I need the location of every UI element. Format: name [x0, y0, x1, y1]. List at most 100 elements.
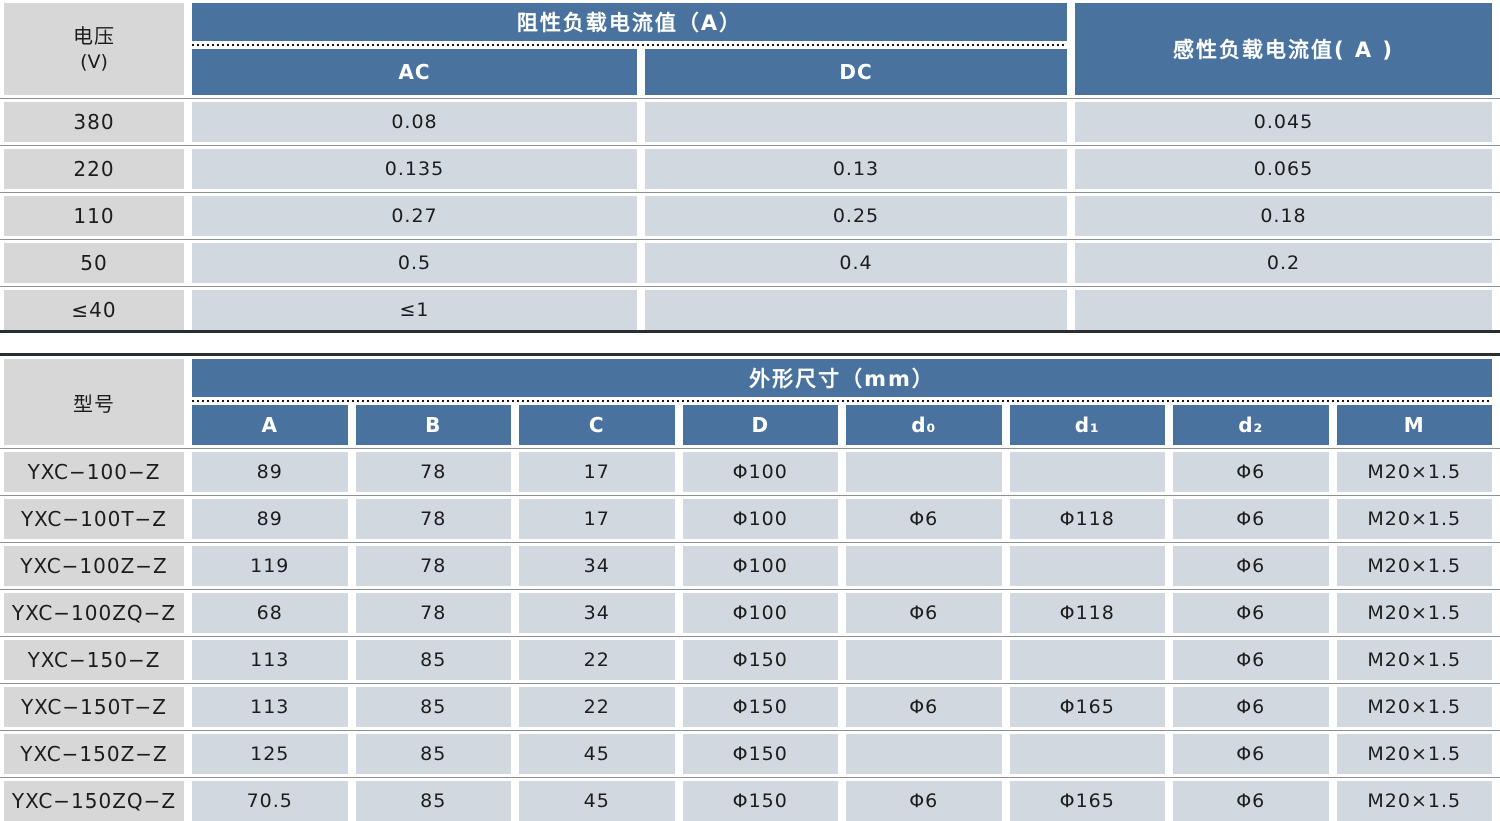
- voltage-unit-label: (V): [80, 50, 108, 73]
- row-separator-line: [0, 633, 1500, 640]
- ac-current-cell: 0.08: [192, 102, 637, 142]
- model-cell: YXC−150Z−Z: [4, 734, 184, 774]
- voltage-value-cell: 220: [4, 149, 184, 189]
- load-current-table: 电压 (V) 阻性负载电流值（A） AC DC 感性负载电流值( A ) 380…: [0, 0, 1500, 333]
- dimension-row: YXC−150Z−Z 125 85 45 Φ150 Φ6 M20×1.5: [4, 734, 1492, 774]
- dim-d0-cell: Φ6: [846, 687, 1002, 727]
- dim-d2-cell: Φ6: [1173, 734, 1329, 774]
- row-separator-line: [0, 189, 1500, 196]
- dim-d0-cell: [846, 734, 1002, 774]
- ac-current-cell: 0.5: [192, 243, 637, 283]
- inductive-current-cell: 0.065: [1075, 149, 1492, 189]
- dim-d1-cell: [1009, 452, 1165, 492]
- ac-column-header: AC: [192, 49, 637, 95]
- ac-dc-subheader: AC DC: [192, 49, 1067, 95]
- dim-d1-cell: [1009, 734, 1165, 774]
- column-header-C: C: [519, 405, 675, 445]
- dim-A-cell: 119: [192, 546, 348, 586]
- model-cell: YXC−100ZQ−Z: [4, 593, 184, 633]
- dim-d1-cell: [1009, 640, 1165, 680]
- dc-current-cell: 0.25: [645, 196, 1067, 236]
- table-bottom-rule: [0, 330, 1500, 333]
- dimension-columns-subheader: A B C D d₀ d₁ d₂ M: [192, 405, 1492, 445]
- dotted-divider: [192, 397, 1492, 405]
- dotted-divider: [192, 41, 1067, 49]
- row-separator-line: [0, 492, 1500, 499]
- dim-d2-cell: Φ6: [1173, 781, 1329, 821]
- dim-d0-cell: Φ6: [846, 499, 1002, 539]
- inductive-current-cell: [1075, 290, 1492, 330]
- model-cell: YXC−150T−Z: [4, 687, 184, 727]
- voltage-row: 50 0.5 0.4 0.2: [4, 243, 1492, 283]
- dim-M-cell: M20×1.5: [1336, 687, 1492, 727]
- dimension-row: YXC−100−Z 89 78 17 Φ100 Φ6 M20×1.5: [4, 452, 1492, 492]
- dc-current-cell: 0.4: [645, 243, 1067, 283]
- voltage-row: 380 0.08 0.045: [4, 102, 1492, 142]
- row-separator-line: [0, 727, 1500, 734]
- row-separator-line: [0, 236, 1500, 243]
- voltage-value-cell: 50: [4, 243, 184, 283]
- dim-M-cell: M20×1.5: [1336, 452, 1492, 492]
- row-separator-line: [0, 283, 1500, 290]
- dim-d2-cell: Φ6: [1173, 546, 1329, 586]
- ac-current-cell: 0.27: [192, 196, 637, 236]
- dim-B-cell: 78: [355, 593, 511, 633]
- dc-column-header: DC: [645, 49, 1067, 95]
- dim-C-cell: 17: [519, 499, 675, 539]
- dim-D-cell: Φ100: [682, 593, 838, 633]
- inductive-current-cell: 0.2: [1075, 243, 1492, 283]
- column-header-d0: d₀: [846, 405, 1002, 445]
- ac-current-cell: ≤1: [192, 290, 637, 330]
- voltage-value-cell: 110: [4, 196, 184, 236]
- column-header-M: M: [1336, 405, 1492, 445]
- column-header-A: A: [192, 405, 348, 445]
- dc-current-cell: [645, 290, 1067, 330]
- dim-D-cell: Φ150: [682, 734, 838, 774]
- row-separator-line: [0, 142, 1500, 149]
- dim-d0-cell: Φ6: [846, 593, 1002, 633]
- dim-d0-cell: [846, 452, 1002, 492]
- dim-A-cell: 125: [192, 734, 348, 774]
- dim-D-cell: Φ150: [682, 640, 838, 680]
- column-header-d1: d₁: [1009, 405, 1165, 445]
- row-separator-line: [0, 539, 1500, 546]
- row-separator-line: [0, 586, 1500, 593]
- voltage-row: ≤40 ≤1: [4, 290, 1492, 330]
- dim-M-cell: M20×1.5: [1336, 593, 1492, 633]
- dim-D-cell: Φ100: [682, 546, 838, 586]
- table-top-rule: [0, 353, 1500, 356]
- dimensions-table: 型号 外形尺寸（mm） A B C D d₀ d₁ d₂ M YXC−100−Z…: [0, 353, 1500, 821]
- dim-C-cell: 45: [519, 734, 675, 774]
- voltage-corner-cell: 电压 (V): [4, 3, 184, 95]
- load-current-table-header: 电压 (V) 阻性负载电流值（A） AC DC 感性负载电流值( A ): [4, 3, 1492, 95]
- row-separator-line: [0, 680, 1500, 687]
- dim-B-cell: 78: [355, 452, 511, 492]
- row-separator-line: [0, 774, 1500, 781]
- model-cell: YXC−100T−Z: [4, 499, 184, 539]
- dim-C-cell: 22: [519, 687, 675, 727]
- inductive-load-header: 感性负载电流值( A ): [1075, 3, 1492, 95]
- ac-current-cell: 0.135: [192, 149, 637, 189]
- model-cell: YXC−150−Z: [4, 640, 184, 680]
- model-cell: YXC−100Z−Z: [4, 546, 184, 586]
- dim-C-cell: 17: [519, 452, 675, 492]
- row-separator-line: [0, 445, 1500, 452]
- dim-C-cell: 45: [519, 781, 675, 821]
- dim-B-cell: 85: [355, 687, 511, 727]
- dimension-row: YXC−150T−Z 113 85 22 Φ150 Φ6 Φ165 Φ6 M20×1.5: [4, 687, 1492, 727]
- dimension-row: YXC−100T−Z 89 78 17 Φ100 Φ6 Φ118 Φ6 M20×1.5: [4, 499, 1492, 539]
- dim-M-cell: M20×1.5: [1336, 499, 1492, 539]
- dim-B-cell: 85: [355, 781, 511, 821]
- load-current-table-body: 380 0.08 0.045 220 0.135 0.13 0.065 110 0.27 0.25…: [0, 95, 1500, 330]
- voltage-value-cell: ≤40: [4, 290, 184, 330]
- dim-B-cell: 85: [355, 640, 511, 680]
- dim-d1-cell: Φ165: [1009, 781, 1165, 821]
- dim-B-cell: 78: [355, 499, 511, 539]
- model-cell: YXC−100−Z: [4, 452, 184, 492]
- dim-d2-cell: Φ6: [1173, 499, 1329, 539]
- dim-A-cell: 70.5: [192, 781, 348, 821]
- dim-d2-cell: Φ6: [1173, 640, 1329, 680]
- dim-D-cell: Φ150: [682, 781, 838, 821]
- dimension-row: YXC−100Z−Z 119 78 34 Φ100 Φ6 M20×1.5: [4, 546, 1492, 586]
